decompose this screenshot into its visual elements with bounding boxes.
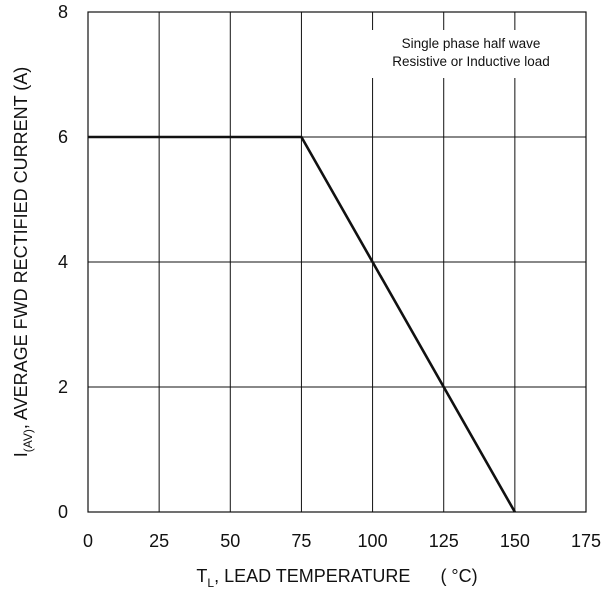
y-axis-label-main: I bbox=[11, 452, 31, 457]
x-tick-label: 175 bbox=[571, 531, 601, 551]
x-axis-label-main: T bbox=[196, 566, 207, 586]
x-tick-label: 0 bbox=[83, 531, 93, 551]
y-tick-label: 4 bbox=[58, 252, 68, 272]
y-tick-label: 6 bbox=[58, 127, 68, 147]
x-axis-label-unit: ( °C) bbox=[440, 566, 477, 586]
x-tick-label: 100 bbox=[358, 531, 388, 551]
annotation-line-1: Single phase half wave bbox=[402, 36, 541, 51]
y-tick-label: 8 bbox=[58, 2, 68, 22]
y-tick-labels: 0 2 4 6 8 bbox=[58, 2, 68, 522]
x-axis-label: TL, LEAD TEMPERATURE ( °C) bbox=[196, 566, 477, 590]
annotation-background bbox=[360, 30, 582, 78]
series-line-0 bbox=[88, 135, 516, 513]
y-tick-label: 2 bbox=[58, 377, 68, 397]
y-tick-label: 0 bbox=[58, 502, 68, 522]
x-tick-label: 50 bbox=[220, 531, 240, 551]
plot-frame bbox=[87, 11, 587, 513]
x-tick-label: 25 bbox=[149, 531, 169, 551]
y-axis-label-sub: (AV) bbox=[21, 429, 35, 452]
x-tick-labels: 0 25 50 75 100 125 150 175 bbox=[83, 531, 601, 551]
y-axis-label: I(AV), AVERAGE FWD RECTIFIED CURRENT (A) bbox=[11, 67, 35, 457]
x-axis-label-rest: , LEAD TEMPERATURE bbox=[214, 566, 410, 586]
x-tick-label: 150 bbox=[500, 531, 530, 551]
y-axis-label-rest: , AVERAGE FWD RECTIFIED CURRENT (A) bbox=[11, 67, 31, 429]
series-layer bbox=[88, 135, 516, 513]
x-axis-label-sub: L bbox=[207, 576, 214, 590]
annotation-line-2: Resistive or Inductive load bbox=[392, 54, 550, 69]
x-tick-label: 75 bbox=[291, 531, 311, 551]
x-tick-label: 125 bbox=[429, 531, 459, 551]
